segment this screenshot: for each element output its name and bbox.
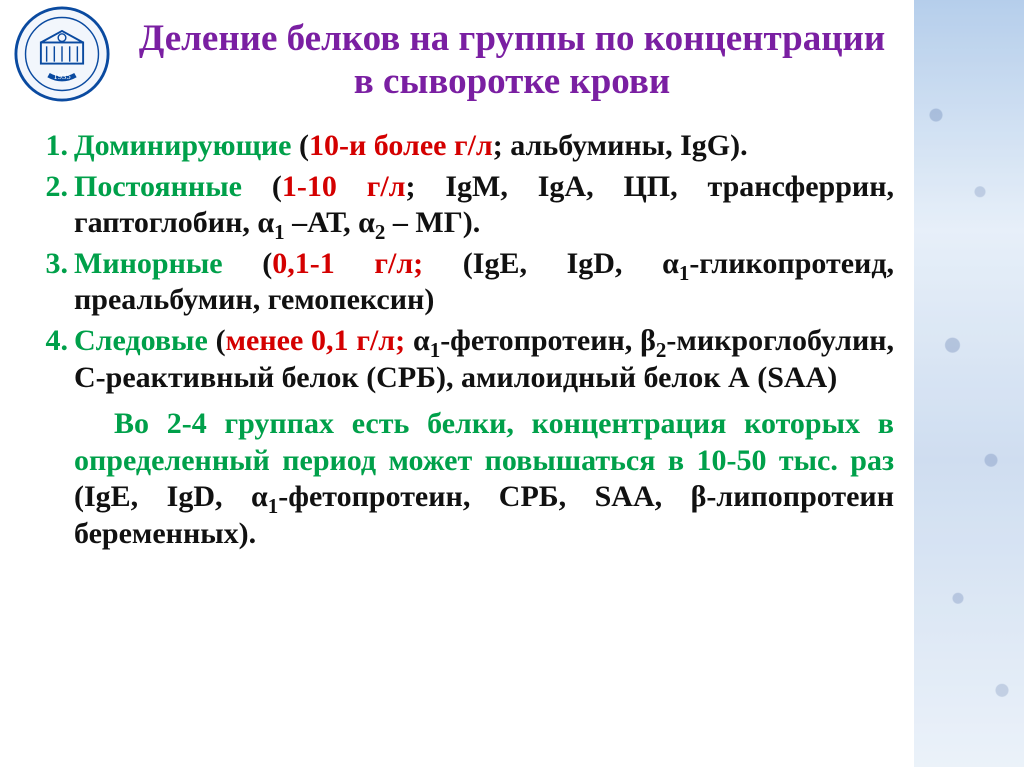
group-label: Доминирующие [74, 129, 292, 162]
group-label: Постоянные [74, 170, 242, 203]
decorative-side-strip [914, 0, 1024, 767]
footnote-rest: (IgE, IgD, α1-фетопротеин, СРБ, SAA, β-л… [74, 480, 894, 550]
group-range: 10-и более г/л [309, 129, 493, 162]
footnote: Во 2-4 группах есть белки, концентрация … [28, 406, 894, 552]
list-item: Постоянные (1-10 г/л; IgM, IgA, ЦП, тран… [74, 169, 894, 242]
list-item: Минорные (0,1-1 г/л; (IgE, IgD, α1-глико… [74, 246, 894, 319]
slide: 1935 Деление белков на группы по концент… [0, 0, 1024, 767]
footnote-highlight: Во 2-4 группах есть белки, концентрация … [74, 407, 894, 477]
group-range: 1-10 г/л [282, 170, 406, 203]
content-area: Доминирующие (10-и более г/л; альбумины,… [28, 128, 894, 553]
logo-year: 1935 [53, 71, 70, 81]
list-item: Доминирующие (10-и более г/л; альбумины,… [74, 128, 894, 165]
group-range: 0,1-1 г/л; [272, 247, 423, 280]
protein-groups-list: Доминирующие (10-и более г/л; альбумины,… [28, 128, 894, 396]
logo-svg: 1935 [14, 6, 110, 102]
group-label: Минорные [74, 247, 223, 280]
list-item: Следовые (менее 0,1 г/л; α1-фетопротеин,… [74, 323, 894, 396]
group-label: Следовые [74, 324, 208, 357]
group-examples: альбумины, IgG). [510, 129, 747, 162]
institution-logo: 1935 [14, 6, 110, 102]
slide-title: Деление белков на группы по концентрации… [130, 18, 894, 103]
group-range: менее 0,1 г/л; [226, 324, 406, 357]
